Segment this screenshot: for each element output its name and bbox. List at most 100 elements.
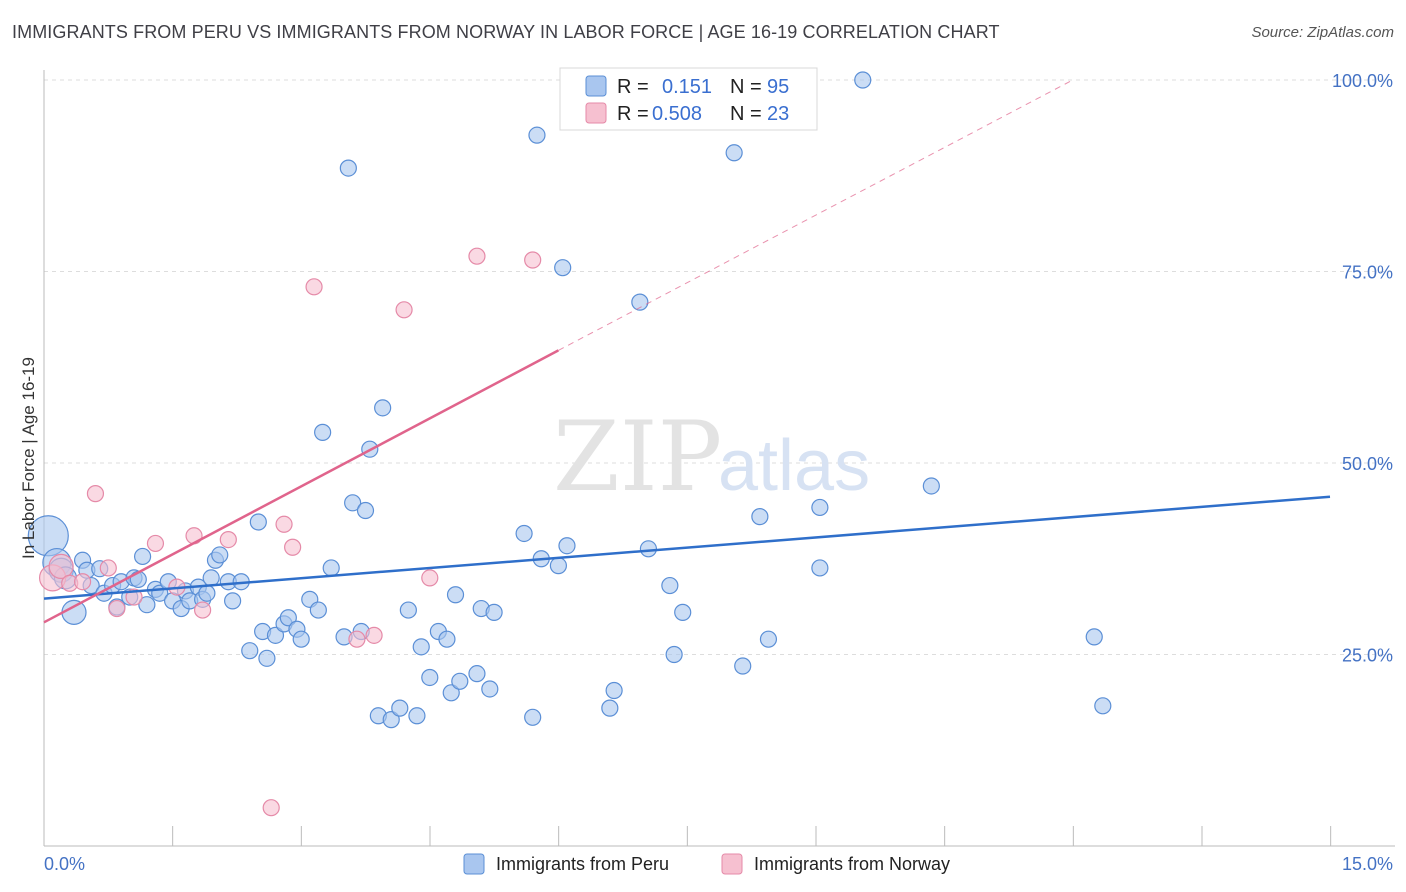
point-peru-63 <box>442 684 460 702</box>
axes <box>43 70 1395 847</box>
point-peru-60 <box>421 668 439 687</box>
point-norway-18 <box>365 626 383 644</box>
legend-swatch-peru <box>585 75 607 97</box>
point-peru-17 <box>138 596 156 614</box>
point-peru-44 <box>309 601 327 619</box>
trend-lines <box>43 79 1331 624</box>
point-peru-80 <box>639 540 658 558</box>
point-peru-4 <box>61 599 87 625</box>
legend-box: R = 0.151 N = 95 R = 0.508 N = 23 <box>559 67 818 131</box>
bottom-legend: Immigrants from Peru Immigrants from Nor… <box>463 853 950 875</box>
point-peru-82 <box>665 645 683 664</box>
point-peru-74 <box>549 557 568 575</box>
point-peru-85 <box>734 657 752 675</box>
point-norway-11 <box>194 601 212 619</box>
y-tick-label-100: 100.0% <box>1332 71 1393 91</box>
point-peru-86 <box>751 508 769 526</box>
point-peru-81 <box>661 576 679 595</box>
legend-n-label-peru: N = <box>730 76 762 98</box>
point-peru-56 <box>391 699 409 717</box>
legend-r-label-peru: R = <box>617 76 649 98</box>
trend-line-peru <box>43 495 1331 600</box>
point-peru-62 <box>438 630 456 648</box>
point-peru-49 <box>344 494 362 512</box>
point-peru-69 <box>485 603 503 621</box>
point-peru-78 <box>605 681 623 700</box>
bottom-legend-label-norway: Immigrants from Norway <box>754 854 950 874</box>
point-norway-5 <box>99 559 117 577</box>
point-peru-66 <box>468 665 486 683</box>
point-norway-12 <box>219 530 237 549</box>
point-norway-20 <box>421 569 439 587</box>
point-peru-79 <box>631 293 649 311</box>
point-peru-84 <box>725 144 743 162</box>
point-peru-42 <box>292 630 310 648</box>
point-peru-40 <box>279 609 297 627</box>
point-peru-57 <box>399 601 417 619</box>
point-norway-16 <box>305 278 323 296</box>
point-peru-37 <box>258 649 276 667</box>
point-peru-65 <box>451 672 469 690</box>
point-norway-4 <box>86 485 105 503</box>
point-norway-8 <box>146 534 165 553</box>
point-norway-6 <box>108 599 126 618</box>
bottom-legend-label-peru: Immigrants from Peru <box>496 854 669 874</box>
point-peru-68 <box>481 680 499 698</box>
point-peru-51 <box>356 501 375 520</box>
point-peru-77 <box>601 699 619 717</box>
bottom-legend-swatch-peru <box>463 853 485 875</box>
point-peru-58 <box>408 707 426 725</box>
point-peru-48 <box>339 159 357 177</box>
point-norway-19 <box>395 301 413 319</box>
point-peru-55 <box>382 711 400 729</box>
point-norway-1 <box>48 553 74 580</box>
legend-r-value-norway: 0.508 <box>652 103 702 125</box>
point-peru-54 <box>374 399 392 417</box>
point-norway-14 <box>275 515 293 533</box>
point-peru-93 <box>1094 697 1112 715</box>
point-peru-45 <box>314 423 332 441</box>
point-peru-87 <box>759 630 778 648</box>
point-peru-70 <box>515 524 533 543</box>
point-peru-88 <box>811 498 829 517</box>
bottom-legend-swatch-norway <box>721 853 743 875</box>
trend-line-norway <box>43 349 559 624</box>
x-ticks <box>43 826 1332 846</box>
x-tick-label-max: 15.0% <box>1342 854 1393 874</box>
legend-n-value-peru: 95 <box>767 76 789 98</box>
point-peru-72 <box>528 126 546 144</box>
point-norway-7 <box>125 588 143 606</box>
point-peru-27 <box>198 584 216 602</box>
point-peru-32 <box>224 592 242 610</box>
y-axis-label: In Labor Force | Age 16-19 <box>19 357 38 559</box>
point-peru-28 <box>202 569 220 587</box>
legend-n-value-norway: 23 <box>767 103 789 125</box>
x-tick-label-min: 0.0% <box>44 854 85 874</box>
point-peru-30 <box>211 546 229 564</box>
watermark-zip: ZIP <box>553 401 722 513</box>
chart-title: IMMIGRANTS FROM PERU VS IMMIGRANTS FROM … <box>12 22 1000 42</box>
point-norway-3 <box>73 573 92 591</box>
watermark: ZIP atlas <box>553 401 870 513</box>
trend-line-norway-extension <box>558 79 1074 351</box>
source-label: Source: ZipAtlas.com <box>1251 24 1394 41</box>
point-peru-35 <box>249 513 267 531</box>
point-peru-92 <box>1085 628 1103 646</box>
y-tick-label-75: 75.0% <box>1342 263 1393 283</box>
point-norway-22 <box>524 251 542 269</box>
point-norway-21 <box>468 247 486 265</box>
y-tick-label-25: 25.0% <box>1342 646 1393 666</box>
point-peru-83 <box>674 603 692 621</box>
point-peru-59 <box>412 638 430 656</box>
point-peru-46 <box>322 559 340 577</box>
point-peru-90 <box>854 71 872 89</box>
point-peru-71 <box>524 708 542 726</box>
grid-lines <box>44 79 1395 655</box>
point-norway-15 <box>284 538 302 556</box>
watermark-atlas: atlas <box>718 426 870 506</box>
y-tick-label-50: 50.0% <box>1342 454 1393 474</box>
legend-r-label-norway: R = <box>617 103 649 125</box>
point-peru-64 <box>446 586 465 604</box>
data-points <box>27 71 1112 817</box>
point-norway-13 <box>262 799 280 817</box>
